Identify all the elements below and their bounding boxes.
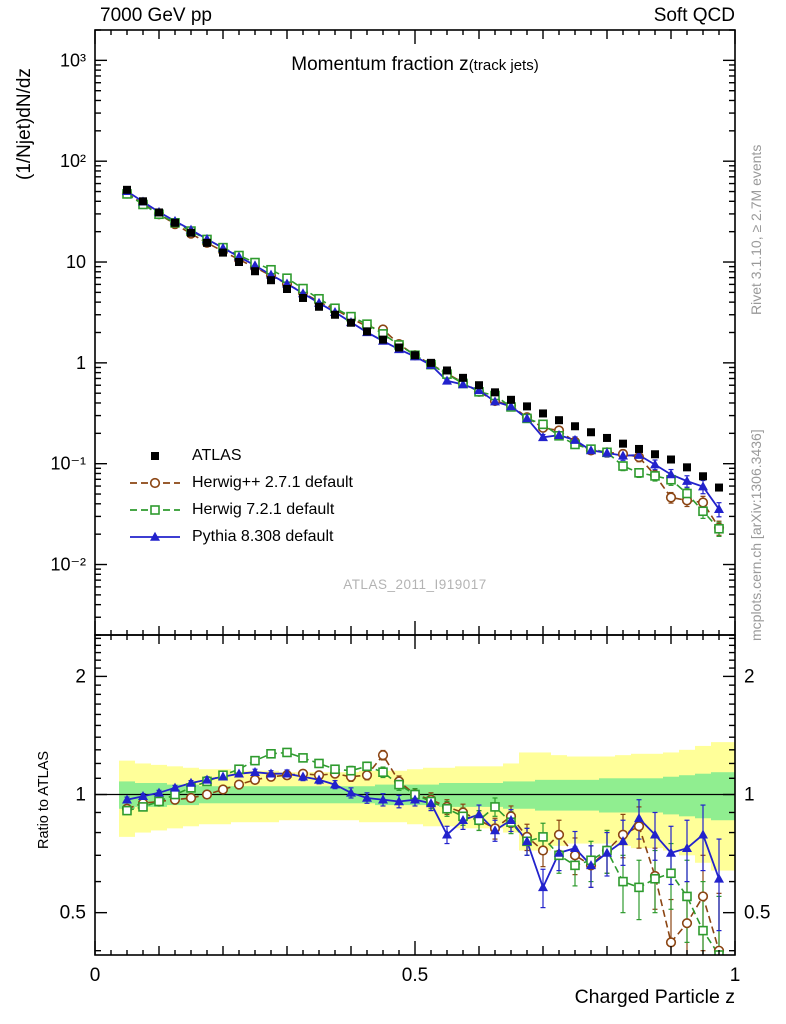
y-axis-label-top: (1/Njet)dN/dz [14, 68, 35, 180]
svg-text:0.5: 0.5 [744, 903, 770, 924]
analysis-id-watermark: ATLAS_2011_I919017 [343, 577, 487, 592]
legend-item-atlas: ATLAS [128, 442, 353, 469]
header-beam-energy: 7000 GeV pp [100, 5, 212, 26]
svg-text:1: 1 [76, 353, 86, 373]
herwig7-marker-icon [128, 501, 182, 519]
legend-item-pythia: Pythia 8.308 default [128, 523, 353, 550]
legend: ATLAS Herwig++ 2.7.1 default Herwig 7.2.… [128, 442, 353, 550]
svg-text:1: 1 [75, 785, 86, 806]
plot-title-main: Momentum fraction z [291, 54, 469, 75]
header-process-group: Soft QCD [653, 5, 735, 26]
atlas-marker-icon [128, 447, 182, 465]
legend-label: Pythia 8.308 default [192, 527, 334, 545]
svg-text:10²: 10² [60, 151, 86, 171]
legend-label: ATLAS [192, 446, 242, 464]
svg-text:10⁻¹: 10⁻¹ [50, 454, 86, 474]
x-axis-label: Charged Particle z [574, 986, 735, 1008]
axis-ticks: 10³ 10² 10 1 10⁻¹ 10⁻² 2 2 1 1 0.5 0.5 0 0.5 1 [50, 29, 770, 986]
svg-text:0: 0 [90, 965, 101, 986]
svg-text:1: 1 [730, 965, 741, 986]
y-axis-label-ratio: Ratio to ATLAS [36, 750, 52, 849]
svg-text:10: 10 [66, 252, 86, 272]
svg-text:1: 1 [744, 785, 755, 806]
herwigpp-marker-icon [128, 474, 182, 492]
ratio-panel-frame [94, 634, 736, 956]
svg-text:0.5: 0.5 [402, 965, 428, 986]
main-spectrum [121, 185, 725, 538]
plot-title: Momentum fraction z(track jets) [95, 54, 735, 76]
svg-text:2: 2 [75, 666, 86, 687]
svg-text:10³: 10³ [60, 50, 86, 70]
svg-text:0.5: 0.5 [60, 903, 86, 924]
mcplots-arxiv-caption: mcplots.cern.ch [arXiv:1306.3436] [748, 429, 764, 641]
legend-item-herwigpp: Herwig++ 2.7.1 default [128, 469, 353, 496]
legend-label: Herwig 7.2.1 default [192, 500, 335, 518]
plot-title-paren: (track jets) [468, 57, 539, 74]
pythia-marker-icon [128, 528, 182, 546]
legend-item-herwig7: Herwig 7.2.1 default [128, 496, 353, 523]
ratio-curves [121, 747, 725, 955]
svg-text:10⁻²: 10⁻² [50, 555, 86, 575]
legend-label: Herwig++ 2.7.1 default [192, 473, 353, 491]
svg-text:2: 2 [744, 666, 755, 687]
rivet-version-caption: Rivet 3.1.10, ≥ 2.7M events [748, 144, 764, 315]
